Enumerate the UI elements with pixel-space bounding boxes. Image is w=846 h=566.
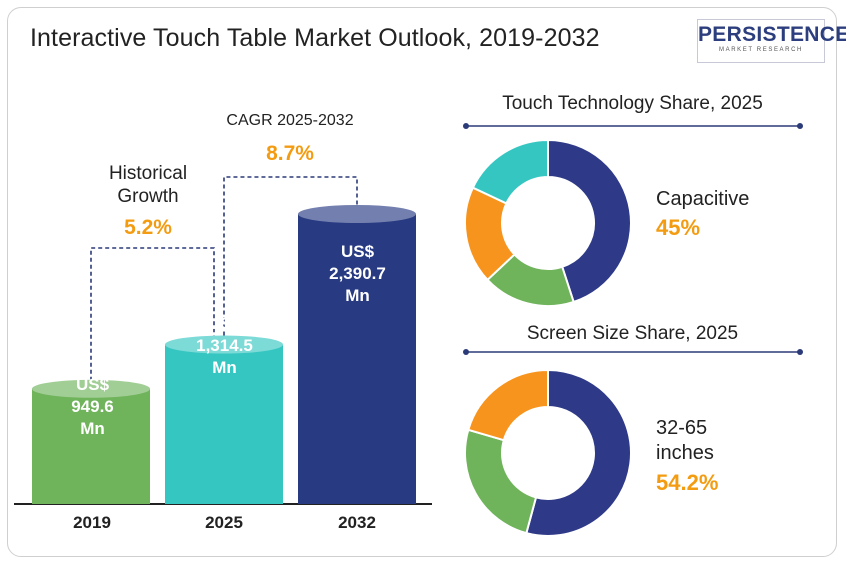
bar-2025 xyxy=(165,344,283,504)
historical-connector xyxy=(90,247,215,381)
historical-growth-label: Historical Growth xyxy=(108,163,188,207)
logo-word: PERSISTENCE xyxy=(698,23,846,46)
bar-label-2025: US$ 1,314.5 Mn xyxy=(196,314,253,377)
touch-highlight-value: 45% xyxy=(656,215,701,240)
logo-subtitle: MARKET RESEARCH xyxy=(719,47,803,53)
screen-donut-slice-2 xyxy=(467,368,549,442)
touch-highlight-label: Capacitive xyxy=(656,188,750,210)
bar-label-2032: US$ 2,390.7 Mn xyxy=(329,242,386,305)
bar-2032 xyxy=(298,214,416,504)
page-title: Interactive Touch Table Market Outlook, … xyxy=(30,24,600,52)
touch-share-title: Touch Technology Share, 2025 xyxy=(502,93,763,114)
year-2025: 2025 xyxy=(205,513,243,532)
touch-donut-slice-3 xyxy=(471,138,549,205)
year-2032: 2032 xyxy=(338,513,376,532)
year-2019: 2019 xyxy=(73,513,111,532)
cagr-value: 8.7% xyxy=(266,142,314,165)
bar-2019 xyxy=(32,388,150,504)
cagr-label: CAGR 2025-2032 xyxy=(226,112,354,129)
brand-logo: PERSISTENCE MARKET RESEARCH xyxy=(697,19,846,63)
cagr-connector xyxy=(223,176,358,336)
screen-share-rule-dot-left xyxy=(463,349,469,355)
historical-growth-value: 5.2% xyxy=(124,216,172,239)
bar-cap-2025 xyxy=(165,335,283,354)
bar-cap-2019 xyxy=(32,379,150,398)
screen-highlight-label: 32-65 inches xyxy=(656,417,714,464)
screen-donut-slice-0 xyxy=(525,368,632,537)
touch-share-rule-dot-left xyxy=(463,123,469,129)
bar-label-2019: US$ 949.6 Mn xyxy=(71,375,114,438)
screen-donut-slice-1 xyxy=(464,428,538,535)
screen-share-rule-dot-right xyxy=(797,349,803,355)
touch-donut-slice-0 xyxy=(547,138,632,304)
screen-highlight-value: 54.2% xyxy=(656,470,719,495)
screen-share-title: Screen Size Share, 2025 xyxy=(526,323,739,344)
bar-cap-2032 xyxy=(298,205,416,223)
touch-share-rule-dot-right xyxy=(797,123,803,129)
